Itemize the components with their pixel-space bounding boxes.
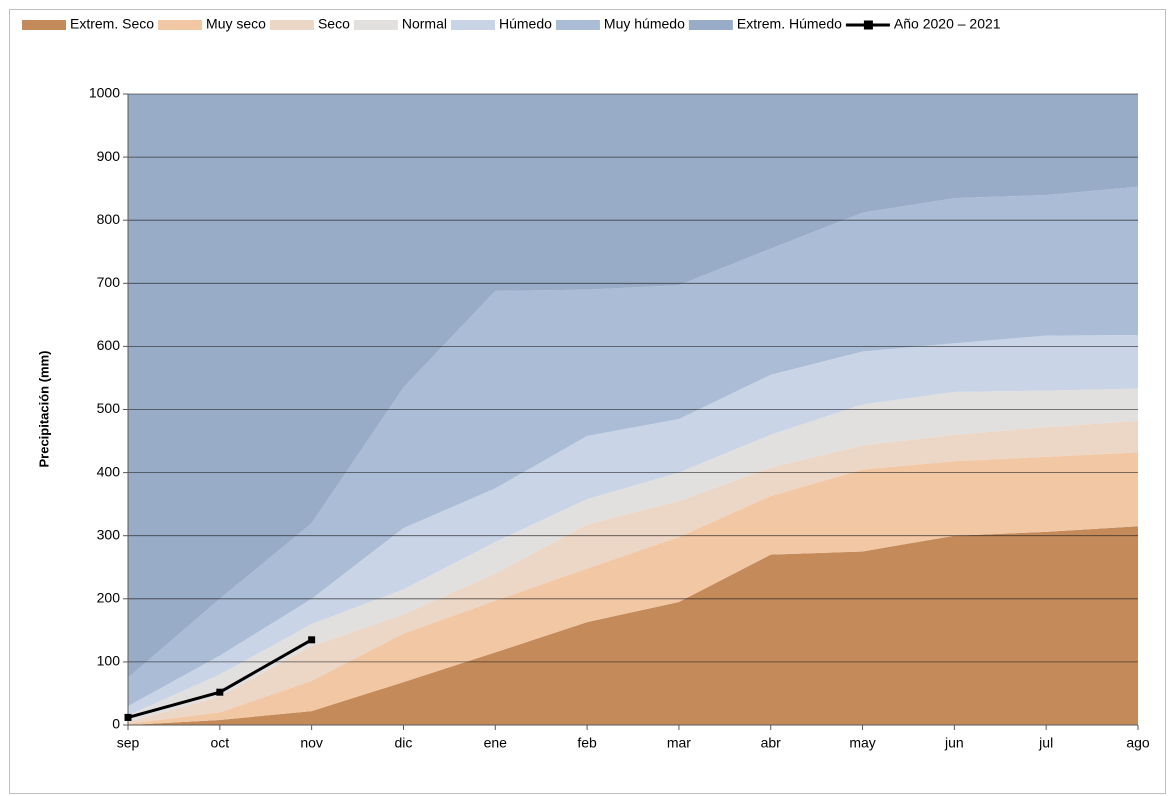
y-tick-label: 0 xyxy=(112,716,120,732)
legend-label: Muy seco xyxy=(206,16,266,32)
line-marker xyxy=(308,636,316,644)
y-tick-label: 200 xyxy=(97,590,121,606)
y-tick-label: 500 xyxy=(97,400,121,416)
y-tick-label: 600 xyxy=(97,337,121,353)
y-tick-label: 700 xyxy=(97,274,121,290)
x-tick-label: abr xyxy=(761,735,782,751)
area-band xyxy=(128,420,1138,724)
y-tick-label: 100 xyxy=(97,653,121,669)
y-axis-label: Precipitación (mm) xyxy=(36,350,51,467)
legend-swatch xyxy=(555,20,600,30)
y-tick-label: 300 xyxy=(97,526,121,542)
legend-label: Muy húmedo xyxy=(604,16,685,32)
legend-swatch xyxy=(353,20,398,30)
area-band xyxy=(128,186,1138,707)
legend-label: Seco xyxy=(318,16,350,32)
legend-swatch xyxy=(688,20,733,30)
x-tick-label: jul xyxy=(1038,735,1053,751)
line-marker xyxy=(124,713,132,721)
legend-label: Húmedo xyxy=(499,16,552,32)
legend-swatch xyxy=(269,20,314,30)
line-marker xyxy=(216,688,224,696)
x-tick-label: dic xyxy=(395,735,413,751)
legend-label: Extrem. Húmedo xyxy=(737,16,842,32)
y-tick-label: 900 xyxy=(97,148,121,164)
x-tick-label: oct xyxy=(210,735,229,751)
legend-swatch xyxy=(158,20,203,30)
legend-swatch xyxy=(451,20,495,30)
x-tick-label: mar xyxy=(667,735,691,751)
legend-label: Año 2020 – 2021 xyxy=(894,16,1001,32)
x-tick-label: sep xyxy=(117,735,140,751)
x-tick-label: ago xyxy=(1126,735,1150,751)
area-band xyxy=(128,526,1138,725)
area-band xyxy=(128,94,1138,678)
legend-swatch xyxy=(22,20,66,30)
x-tick-label: jun xyxy=(944,735,964,751)
legend-label: Extrem. Seco xyxy=(70,16,154,32)
x-tick-label: feb xyxy=(577,735,597,751)
area-band xyxy=(128,452,1138,725)
legend-swatch-marker xyxy=(863,20,873,30)
y-tick-label: 400 xyxy=(97,463,121,479)
x-tick-label: nov xyxy=(300,735,323,751)
y-tick-label: 800 xyxy=(97,211,121,227)
area-band xyxy=(128,335,1138,716)
legend-label: Normal xyxy=(402,16,447,32)
y-tick-label: 1000 xyxy=(89,85,120,101)
x-tick-label: may xyxy=(849,735,875,751)
x-tick-label: ene xyxy=(484,735,508,751)
